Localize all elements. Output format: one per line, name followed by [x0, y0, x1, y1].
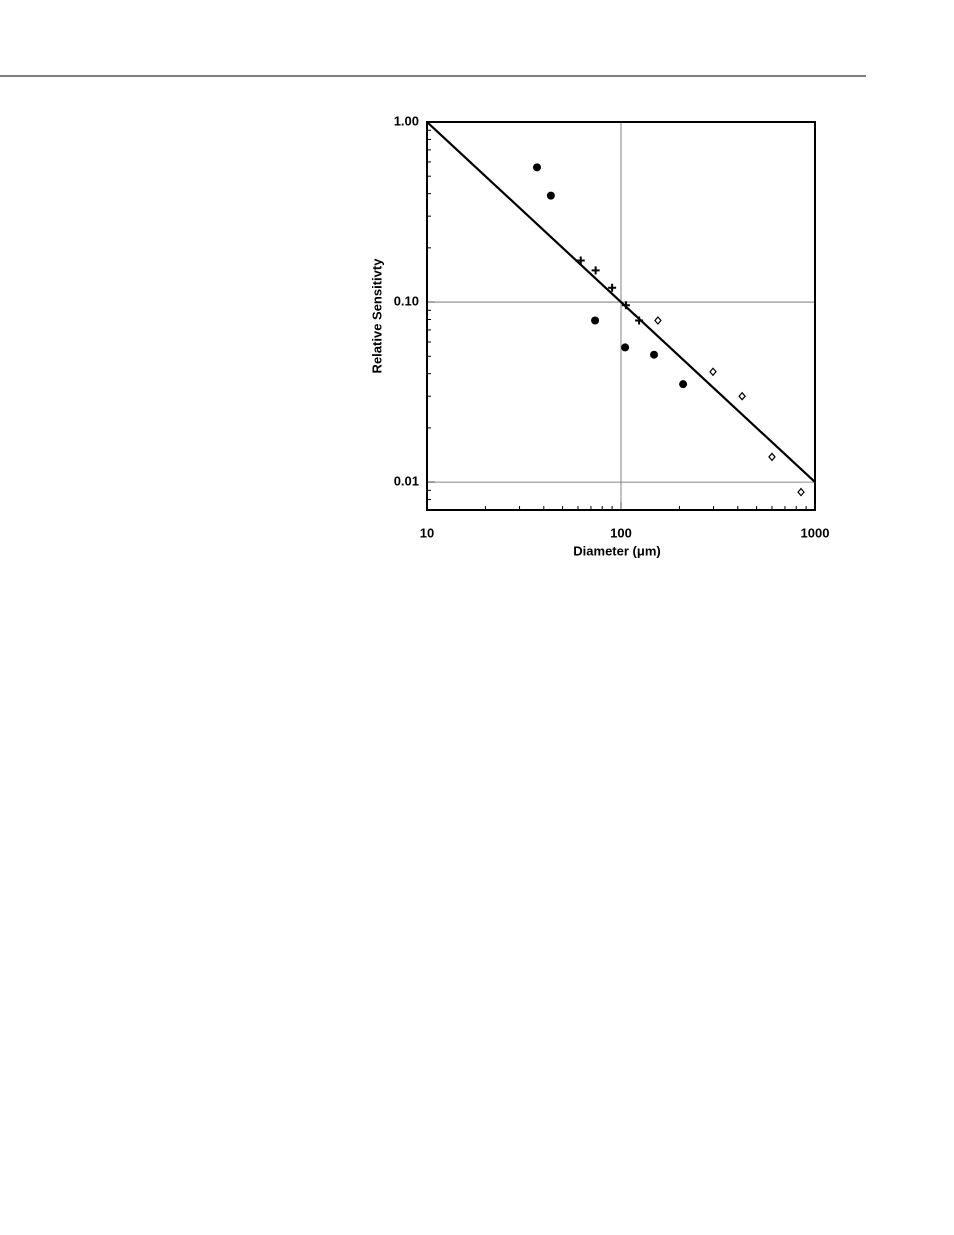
point	[621, 343, 630, 352]
point	[650, 350, 659, 359]
point	[797, 487, 805, 497]
x-tick-label: 1000	[801, 525, 830, 540]
point	[709, 367, 717, 377]
y-tick-label: 0.01	[394, 474, 419, 489]
y-tick-label: 1.00	[394, 113, 419, 128]
point	[608, 283, 617, 292]
fit-line	[426, 121, 816, 483]
x-tick-label: 10	[420, 525, 434, 540]
point	[591, 266, 600, 275]
point	[533, 163, 542, 172]
x-tick-label: 100	[610, 525, 632, 540]
point	[546, 191, 555, 200]
y-tick-label: 0.10	[394, 293, 419, 308]
y-axis-title: Relative Sensitivty	[369, 258, 384, 374]
point	[768, 452, 776, 462]
point	[679, 380, 688, 389]
point	[591, 316, 600, 325]
plot-frame	[426, 121, 816, 511]
x-axis-title: Diameter (μm)	[573, 543, 660, 558]
point	[654, 316, 662, 325]
point	[738, 391, 746, 401]
